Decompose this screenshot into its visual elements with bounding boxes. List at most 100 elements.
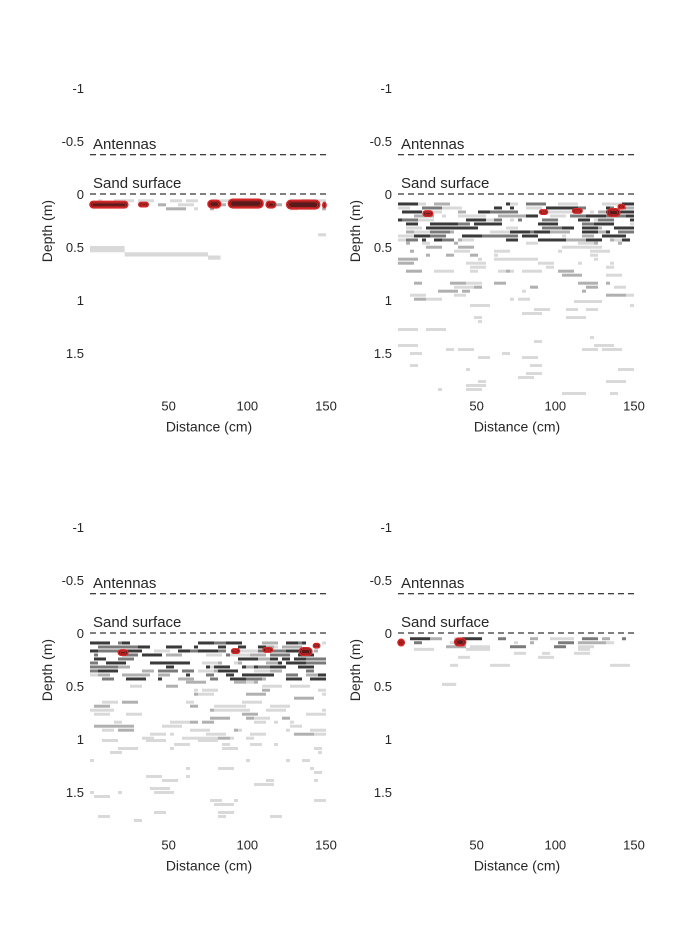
reflection-cell [222,641,226,645]
reflection-cell [610,392,618,395]
reflection-cell [502,352,510,355]
reflection-cell [262,688,270,692]
reflection-cell [406,222,418,226]
highlight-region [230,648,241,654]
reflection-cell [502,234,518,238]
reflection-cell [282,645,302,649]
reflection-cell [582,226,598,230]
reflection-cell [458,245,462,249]
reflection-cell [122,673,138,677]
reflection-cell [242,673,262,677]
y-tick-label: -0.5 [370,573,392,588]
reflection-cell [446,226,466,230]
reflection-cell [274,645,278,649]
reflection-cell [610,206,614,210]
reflection-cell [94,704,102,708]
reflection-cell [310,728,318,732]
reflection-cell [562,245,582,249]
reflection-cell [266,661,278,665]
reflection-cell [170,747,174,750]
reflection-cell [234,677,246,681]
reflection-cell [310,696,314,700]
reflection-band [398,241,634,301]
reflection-cell [218,736,230,740]
reflection-cell [550,214,566,218]
reflection-cell [438,289,458,293]
y-tick-label: 0.5 [66,240,84,255]
reflection-cell [122,653,138,657]
reflection-cell [254,783,274,786]
reflection-cell [426,253,430,257]
reflection-cell [186,199,190,203]
reflection-cell [602,637,610,641]
reflection-cell [190,649,198,653]
reflection-cell [102,728,114,732]
reflection-cell [162,779,178,782]
reflection-cell [98,669,118,673]
reflection-cell [506,226,510,230]
reflection-cell [278,661,282,665]
reflection-cell [190,720,198,724]
reflection-cell [398,257,418,261]
reflection-cell [518,257,538,261]
reflection-cell [214,708,234,712]
reflection-cell [506,214,526,218]
reflection-cell [262,684,282,688]
reflection-cell [158,673,170,677]
reflection-cell [246,692,266,696]
reflection-cell [606,380,626,383]
reflection-cell [506,238,518,242]
reflection-cell [510,297,514,301]
reflection-cell [602,344,614,347]
reflection-cell [594,344,602,347]
reflection-cell [298,657,306,661]
reflection-cell [602,348,622,351]
reflection-cell [426,297,442,301]
reflection-cell [146,775,162,778]
y-tick-label: -1 [380,81,392,96]
reflection-cell [270,669,282,673]
reflection-cell [214,803,234,806]
reflection-cell [546,210,562,214]
reflection-cell [266,708,282,712]
reflection-cell [250,732,266,736]
y-tick-label: 1.5 [374,346,392,361]
reflection-cell [246,680,254,684]
reflection-cell [630,304,634,307]
reflection-cell [490,210,502,214]
reflection-cell [222,747,238,750]
reflection-cell [538,238,550,242]
reflection-cell [538,655,554,659]
reflection-cell [466,647,478,651]
reflection-cell [430,234,446,238]
reflection-cell [270,665,286,669]
highlight-contour [315,644,319,647]
reflection-cell [198,649,218,653]
reflection-cell [114,720,122,724]
reflection-cell [534,308,550,311]
reflection-cell [286,641,298,645]
reflection-cell [494,206,502,210]
y-tick-label: -1 [380,520,392,535]
reflection-cell [314,779,318,782]
reflection-cell [410,293,426,297]
reflection-cell [174,743,190,746]
reflection-cell [630,222,634,226]
reflection-cell [466,214,486,218]
reflection-cell [210,665,214,669]
reflection-cell [234,680,246,684]
reflection-cell [582,348,598,351]
reflection-cell [242,665,246,669]
reflection-cell [434,202,450,206]
x-axis-label: Distance (cm) [166,857,252,873]
reflection-cell [606,265,614,269]
reflection-cell [218,669,238,673]
y-tick-label: -0.5 [62,573,84,588]
reflection-cell [398,344,418,347]
reflection-cell [550,238,566,242]
reflection-cell [190,199,198,203]
reflection-cell [266,779,274,782]
reflection-cell [202,720,214,724]
reflection-cell [250,736,254,740]
reflection-cell [214,704,226,708]
